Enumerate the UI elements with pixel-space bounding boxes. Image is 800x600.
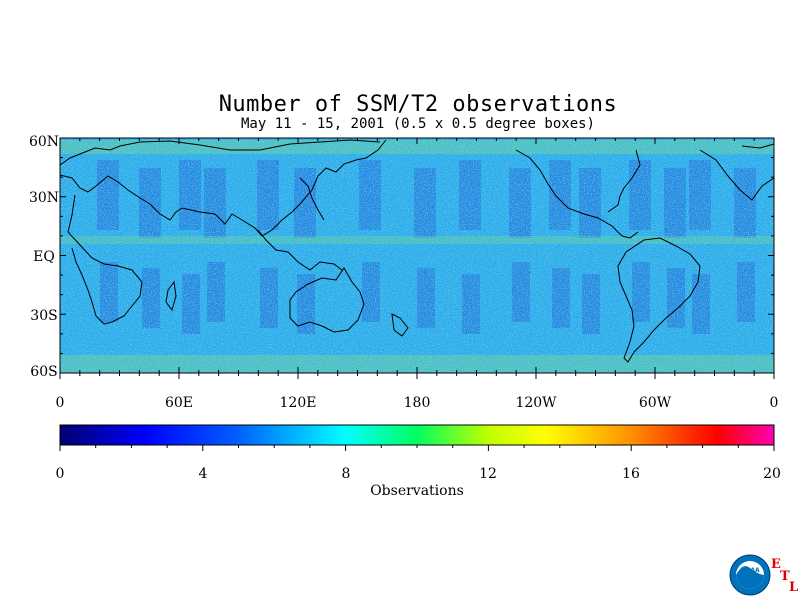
lon-label-180: 180 <box>404 395 431 411</box>
map-axis-ticks <box>59 137 775 379</box>
colorbar-title: Observations <box>370 483 464 499</box>
coastlines <box>60 139 774 363</box>
etl-letter-t: T <box>780 569 790 584</box>
colorbar-tick-16: 16 <box>622 466 640 482</box>
colorbar-tick-8: 8 <box>342 466 351 482</box>
lon-label-120w: 120W <box>515 395 557 411</box>
lon-label-120e: 120E <box>280 395 317 411</box>
lat-label-30s: 30S <box>30 308 57 324</box>
lon-label-60e: 60E <box>165 395 193 411</box>
map-title: Number of SSM/T2 observations <box>218 92 618 117</box>
lon-label-60w: 60W <box>639 395 672 411</box>
lat-label-60n: 60N <box>29 134 59 150</box>
etl-letter-l: L <box>789 580 799 595</box>
lat-label-60s: 60S <box>30 364 57 380</box>
observation-field <box>60 138 774 373</box>
lat-label-eq: EQ <box>33 249 55 265</box>
lon-label-0-end: 0 <box>770 395 779 411</box>
colorbar-ticks <box>59 445 775 451</box>
noaa-logo: NOAA <box>729 554 771 596</box>
colorbar-tick-12: 12 <box>479 466 497 482</box>
etl-letter-e: E <box>771 557 781 572</box>
colorbar-tick-4: 4 <box>199 466 208 482</box>
colorbar-tick-0: 0 <box>56 466 65 482</box>
map-subtitle: May 11 - 15, 2001 (0.5 x 0.5 degree boxe… <box>240 116 595 132</box>
noaa-logo-text: NOAA <box>740 567 760 574</box>
lon-label-0: 0 <box>56 395 65 411</box>
colorbar-gradient <box>60 425 774 445</box>
lat-label-30n: 30N <box>29 190 59 206</box>
colorbar-tick-20: 20 <box>763 466 781 482</box>
